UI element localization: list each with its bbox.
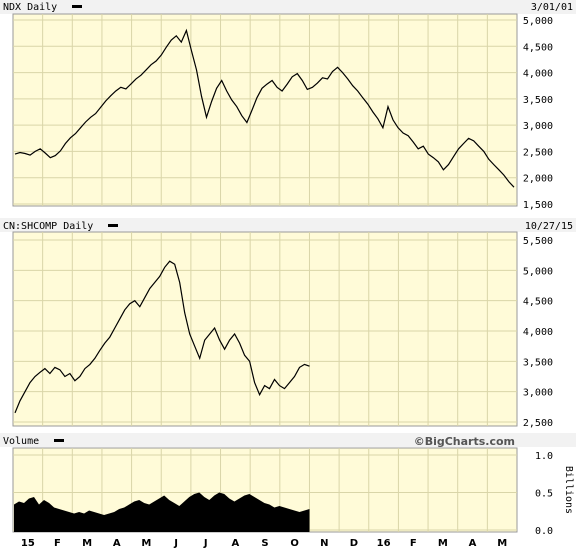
- volume-title: Volume: [3, 436, 39, 447]
- y-tick-label: 3,500: [523, 95, 553, 106]
- y-tick-label: 4,000: [523, 69, 553, 80]
- ndx-header-bar: [0, 0, 576, 14]
- y-tick-label: 2,000: [523, 174, 553, 185]
- x-tick-label: J: [173, 538, 178, 549]
- ndx-plot-area: [12, 13, 518, 207]
- ndx-horizontal-gridlines: [13, 19, 517, 205]
- shcomp-price-line: [14, 260, 310, 414]
- shcomp-vertical-gridlines: [42, 232, 488, 426]
- shcomp-date-label: 10/27/15: [525, 221, 573, 232]
- x-tick-label: M: [438, 538, 448, 549]
- volume-header-bar: [0, 433, 576, 447]
- shcomp-legend-swatch: [108, 224, 118, 227]
- bigcharts-brand: ©BigCharts.com: [414, 435, 515, 448]
- y-tick-label: 5,000: [523, 16, 553, 27]
- shcomp-y-axis-ticks: 2,500 3,000 3,500 4,000 4,500 5,000 5,500: [523, 236, 553, 429]
- y-tick-label: 3,000: [523, 121, 553, 132]
- y-tick-label: 2,500: [523, 418, 553, 429]
- y-tick-label: 4,500: [523, 42, 553, 53]
- y-tick-label: 5,000: [523, 266, 553, 277]
- x-tick-label: S: [261, 538, 268, 549]
- volume-panel: Volume ©BigCharts.com 0.0 0.5 1.0 Billions: [0, 433, 576, 537]
- volume-legend-swatch: [54, 439, 64, 442]
- y-tick-label: 3,500: [523, 357, 553, 368]
- x-tick-label: A: [469, 538, 477, 549]
- x-tick-label: N: [320, 538, 328, 549]
- ndx-legend-swatch: [72, 5, 82, 8]
- y-tick-label: 0.0: [535, 526, 553, 537]
- shcomp-horizontal-gridlines: [13, 239, 517, 423]
- x-tick-label: M: [141, 538, 151, 549]
- x-tick-label: F: [410, 538, 417, 549]
- y-tick-label: 5,500: [523, 236, 553, 247]
- x-tick-label: D: [350, 538, 358, 549]
- x-tick-label: 16: [377, 538, 391, 549]
- x-tick-label: M: [497, 538, 507, 549]
- y-tick-label: 2,500: [523, 147, 553, 158]
- volume-unit-label: Billions: [563, 466, 574, 514]
- x-tick-label: J: [203, 538, 208, 549]
- x-tick-label: F: [54, 538, 61, 549]
- shcomp-plot-area: [12, 231, 518, 427]
- x-axis-labels: 15 F M A M J J A S O N D 16 F M A M: [21, 538, 507, 549]
- x-tick-label: 15: [21, 538, 35, 549]
- shcomp-title: CN:SHCOMP Daily: [3, 221, 93, 232]
- volume-bars: [14, 492, 310, 532]
- shcomp-header-bar: [0, 218, 576, 232]
- volume-y-axis-ticks: 0.0 0.5 1.0: [535, 451, 553, 537]
- x-tick-label: M: [82, 538, 92, 549]
- x-tick-label: O: [290, 538, 299, 549]
- y-tick-label: 4,000: [523, 327, 553, 338]
- ndx-price-line: [14, 28, 515, 188]
- ndx-date-label: 3/01/01: [531, 2, 573, 13]
- shcomp-panel: CN:SHCOMP Daily 10/27/15 2,500 3,000 3,500…: [0, 218, 576, 429]
- y-tick-label: 0.5: [535, 489, 553, 500]
- ndx-panel: NDX Daily 3/01/01 1,500 2,000 2,500 3,000 3,…: [0, 0, 576, 211]
- y-tick-label: 1,500: [523, 200, 553, 211]
- ndx-title: NDX Daily: [3, 2, 57, 13]
- y-tick-label: 1.0: [535, 451, 553, 462]
- ndx-y-axis-ticks: 1,500 2,000 2,500 3,000 3,500 4,000 4,500 5,000: [523, 16, 553, 211]
- x-tick-label: A: [231, 538, 239, 549]
- y-tick-label: 3,000: [523, 388, 553, 399]
- x-tick-label: A: [113, 538, 121, 549]
- y-tick-label: 4,500: [523, 297, 553, 308]
